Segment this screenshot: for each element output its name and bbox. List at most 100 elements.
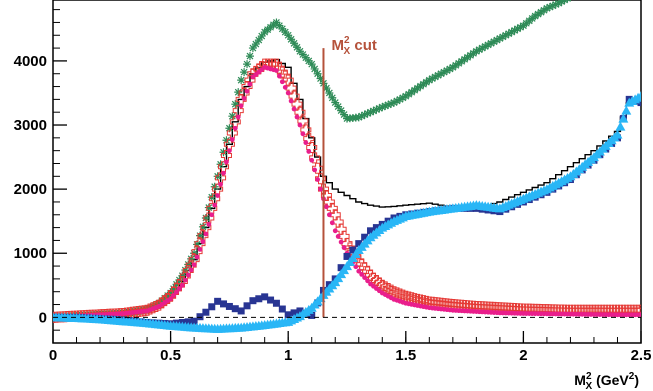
dot-point [238,103,244,109]
star-point [375,104,384,113]
star-point [363,109,372,118]
star-point [437,69,446,78]
star-point [334,102,343,111]
square-point [249,297,257,305]
star-point [237,76,246,85]
dot-point [315,177,320,182]
star-point [169,284,178,293]
x-tick-label: 0 [49,347,57,364]
star-point [454,59,463,68]
annotations: M2 X cut [53,35,641,318]
star-point [504,29,513,38]
star-point [240,68,249,77]
square-point [267,296,275,304]
star-point [151,300,160,309]
x-tick-label: 1.5 [395,347,416,364]
open-cross-point [332,216,344,228]
y-tick-label: 0 [39,309,47,326]
open-cross-point [397,289,409,301]
dot-point [638,312,641,318]
dot-point [312,167,318,173]
star-point [460,55,469,64]
dot-point [297,122,303,128]
square-point [272,299,280,307]
star-point [487,39,496,48]
open-cross-point [218,161,230,173]
star-point [307,60,316,69]
axes [52,9,642,344]
star-point [475,45,484,54]
open-cross-point [247,68,259,80]
open-cross-point [635,304,641,316]
plot-frame [52,0,642,344]
dot-point [232,125,238,131]
square-point [237,307,245,315]
square-point [220,300,228,308]
square-point [367,227,375,235]
dot-point [294,114,300,120]
star-point [542,4,551,13]
dot-point [218,181,223,187]
dot-point [365,278,370,284]
star-point [501,31,510,40]
x-tick-label: 0.5 [160,347,181,364]
dot-point [212,202,218,208]
dot-point [335,234,341,239]
open-cross-point [162,292,174,304]
star-point [340,110,349,119]
dot-point [247,81,253,87]
dot-point [291,106,297,112]
dot-point [326,212,332,218]
star-point [337,106,346,115]
open-cross-point [320,190,332,202]
star-point [484,40,493,49]
square-point [214,297,222,305]
dot-point [235,114,241,120]
open-cross-point [270,58,282,70]
square-point [202,308,210,316]
dot-point [174,289,179,295]
triangle-point [615,121,626,131]
triangle-point [618,113,629,123]
star-point [448,63,457,72]
dot-point [177,286,182,292]
dot-point [227,148,232,154]
dot-point [244,88,250,94]
star-point [466,51,475,60]
star-point [545,3,554,12]
star-point [281,28,290,37]
open-cross-point [367,272,379,284]
star-point [445,64,454,73]
star-point [481,42,490,51]
star-point [322,84,331,93]
star-point [275,21,284,30]
star-point [551,0,560,9]
dot-point [306,149,312,154]
star-point [234,88,243,97]
star-point [287,35,296,44]
open-cross-point [335,223,347,235]
square-point [349,246,357,254]
dot-point [285,90,291,96]
dot-point [309,157,315,163]
series-square [53,95,641,328]
series-triangle [53,91,641,333]
star-point [398,93,407,102]
dot-point [359,272,365,277]
open-cross-point [317,183,329,195]
dot-point [168,296,174,302]
dot-point [288,98,294,104]
star-point [198,222,207,231]
star-point [507,28,516,37]
star-point [395,95,404,104]
star-point [184,260,193,269]
x-tick-label: 2 [519,347,527,364]
star-point [490,37,498,46]
open-cross-point [326,202,338,214]
star-point [516,23,525,32]
star-point [166,288,175,297]
star-point [225,124,234,133]
y-tick-label: 3000 [14,117,47,134]
square-point [278,305,286,313]
star-point [381,101,390,110]
